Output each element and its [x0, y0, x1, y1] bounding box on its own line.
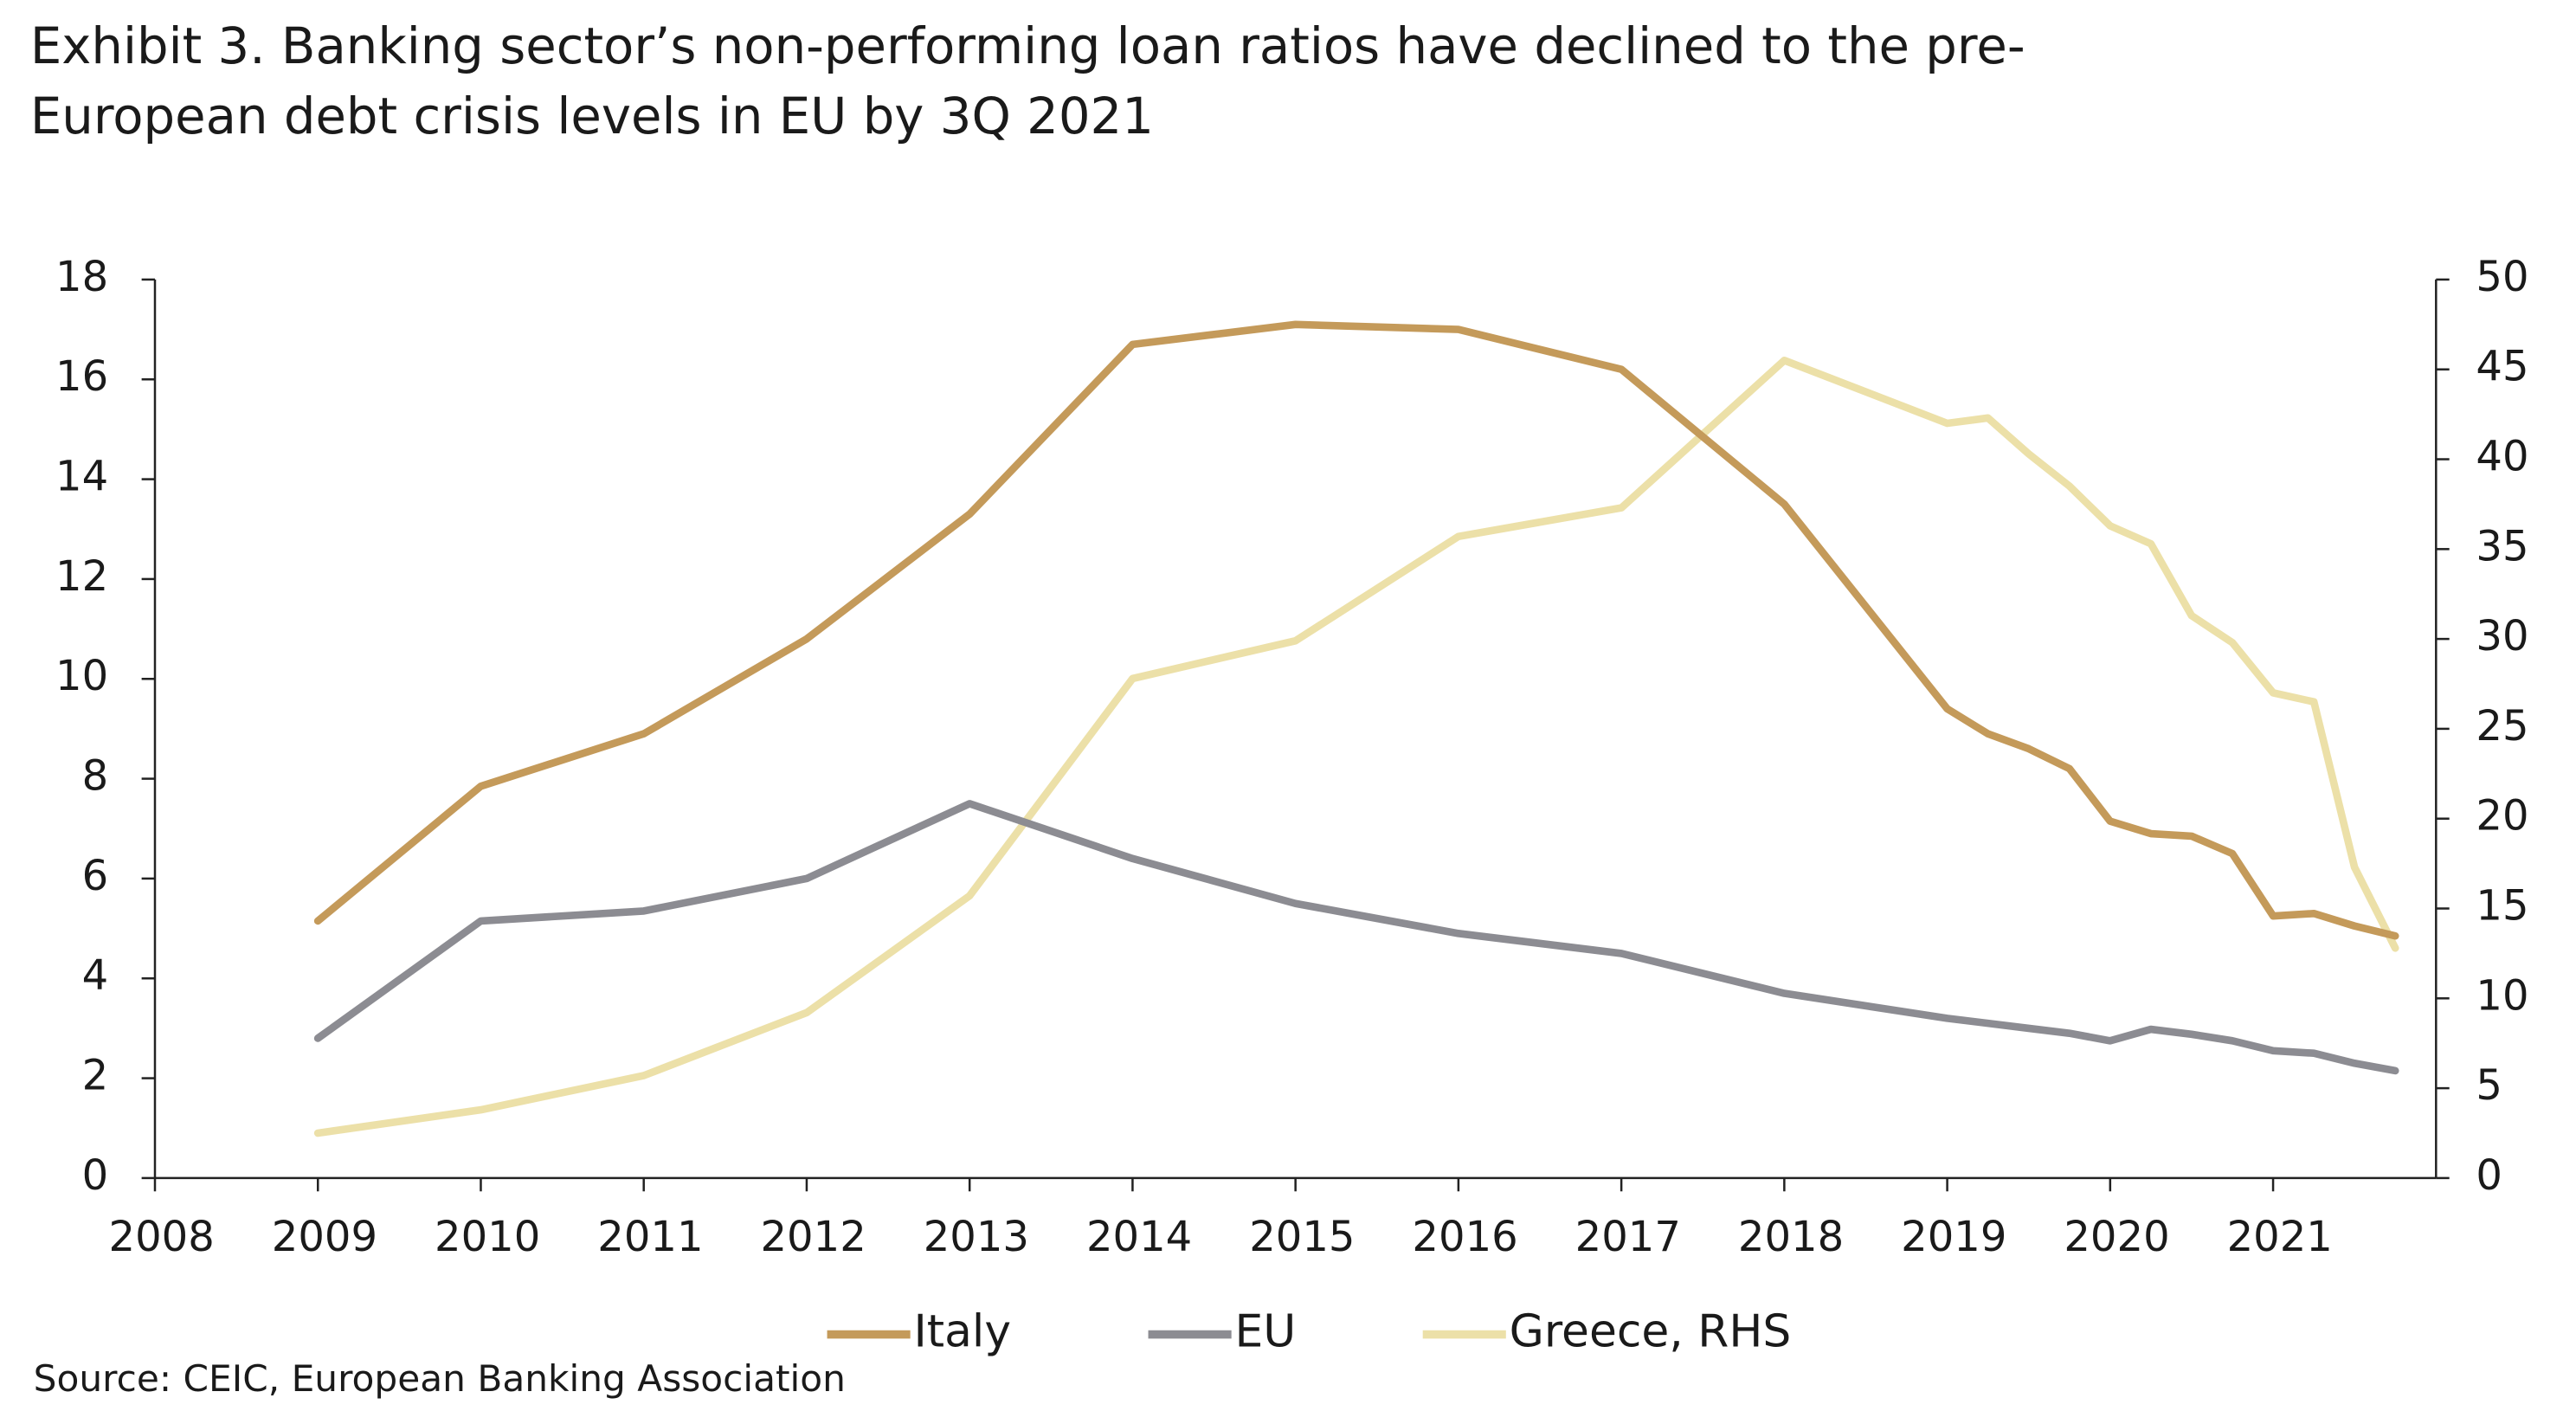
x-tick-label: 2020 — [2064, 1213, 2169, 1261]
y-tick-label: 10 — [55, 652, 108, 700]
y-tick-label: 18 — [55, 253, 108, 301]
y2-tick-label: 50 — [2476, 253, 2528, 301]
x-tick-label: 2014 — [1086, 1213, 1192, 1261]
x-tick-label: 2010 — [435, 1213, 540, 1261]
x-tick-label: 2016 — [1412, 1213, 1517, 1261]
y2-tick-label: 40 — [2476, 433, 2528, 481]
source-note: Source: CEIC, European Banking Associati… — [34, 1357, 846, 1400]
chart-title: Exhibit 3. Banking sector’s non-performi… — [29, 18, 2025, 147]
y2-tick-label: 30 — [2476, 612, 2528, 660]
series-line — [313, 357, 2399, 1137]
y-tick-label: 16 — [55, 352, 108, 401]
y2-tick-label: 15 — [2476, 882, 2528, 931]
x-tick-label: 2019 — [1901, 1213, 2006, 1261]
y2-tick-label: 45 — [2476, 343, 2528, 391]
y-tick-label: 8 — [82, 752, 109, 801]
y-tick-label: 14 — [55, 453, 108, 501]
x-tick-label: 2009 — [272, 1213, 377, 1261]
y-tick-label: 2 — [82, 1052, 109, 1100]
x-tick-label: 2012 — [760, 1213, 866, 1261]
x-tick-label: 2015 — [1249, 1213, 1355, 1261]
x-tick-label: 2008 — [109, 1213, 215, 1261]
y-tick-label: 12 — [55, 552, 108, 601]
series-line — [313, 320, 2399, 940]
legend-label: EU — [1234, 1306, 1296, 1358]
y2-tick-label: 20 — [2476, 792, 2528, 841]
y2-tick-label: 5 — [2476, 1061, 2502, 1110]
y-tick-label: 4 — [82, 951, 109, 1000]
x-tick-label: 2021 — [2227, 1213, 2333, 1261]
title-box: Exhibit 3. Banking sector’s non-performi… — [29, 18, 2025, 147]
y2-tick-label: 10 — [2476, 971, 2528, 1020]
x-tick-label: 2013 — [924, 1213, 1029, 1261]
x-tick-label: 2011 — [597, 1213, 703, 1261]
y-tick-label: 6 — [82, 852, 109, 900]
series-line — [313, 800, 2399, 1075]
y2-tick-label: 35 — [2476, 522, 2528, 570]
y-tick-label: 0 — [82, 1151, 109, 1200]
x-tick-label: 2018 — [1738, 1213, 1844, 1261]
x-tick-label: 2017 — [1575, 1213, 1681, 1261]
legend-label: Italy — [914, 1306, 1012, 1358]
legend-label: Greece, RHS — [1510, 1306, 1792, 1358]
y2-tick-label: 0 — [2476, 1151, 2502, 1200]
y2-tick-label: 25 — [2476, 702, 2528, 751]
